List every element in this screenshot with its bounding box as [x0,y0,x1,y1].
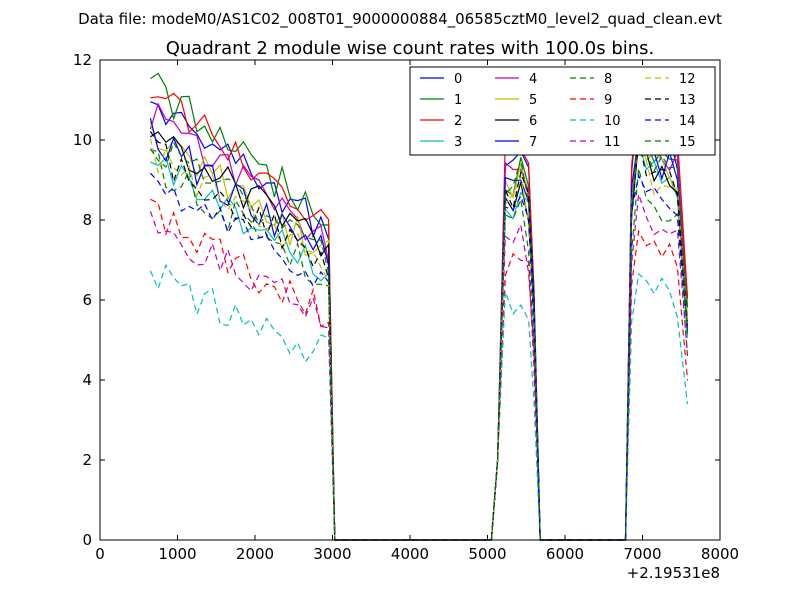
legend-label-14: 14 [679,114,696,129]
legend-label-2: 2 [454,114,462,129]
x-tick-label: 4000 [391,545,429,563]
series-line-9 [150,198,689,541]
legend-label-0: 0 [454,72,462,87]
legend-label-7: 7 [529,135,537,150]
series-line-10 [149,263,689,541]
legend-label-12: 12 [679,72,696,87]
legend-label-6: 6 [529,114,537,129]
y-tick-label: 2 [82,451,92,469]
tick-layer: 0 1000 2000 3000 4000 5000 6000 7000 80000246810… [73,51,739,563]
x-offset-label: +2.19531e8 [627,564,720,582]
series-line-3 [150,141,689,541]
x-tick-label: 6000 [546,545,584,563]
series-line-12 [149,138,689,541]
x-tick-label: 8000 [701,545,739,563]
series-line-7 [149,117,689,541]
series-layer [149,72,689,541]
series-line-8 [150,149,689,541]
x-tick-label: 3000 [313,545,351,563]
legend-label-5: 5 [529,93,537,108]
series-line-14 [149,172,689,541]
legend-label-9: 9 [604,93,612,108]
legend-label-15: 15 [679,135,696,150]
y-tick-label: 8 [82,211,92,229]
legend-label-11: 11 [604,135,621,150]
x-tick-label: 7000 [623,545,661,563]
series-line-11 [149,194,689,541]
x-tick-label: 2000 [236,545,274,563]
y-tick-label: 10 [73,131,92,149]
legend-label-4: 4 [529,72,537,87]
x-tick-label: 1000 [158,545,196,563]
figure-suptitle: Data file: modeM0/AS1C02_008T01_90000008… [78,10,722,29]
x-tick-label: 0 [95,545,105,563]
legend-label-3: 3 [454,135,462,150]
x-tick-label: 5000 [468,545,506,563]
y-tick-label: 0 [82,531,92,549]
legend-label-13: 13 [679,93,696,108]
legend-box [409,66,716,156]
y-tick-label: 4 [82,371,92,389]
series-line-15 [149,133,689,541]
y-tick-label: 6 [82,291,92,309]
y-tick-label: 12 [73,51,92,69]
legend-label-8: 8 [604,72,612,87]
legend-label-1: 1 [454,93,462,108]
chart-title: Quadrant 2 module wise count rates with … [166,38,655,59]
legend-label-10: 10 [604,114,621,129]
